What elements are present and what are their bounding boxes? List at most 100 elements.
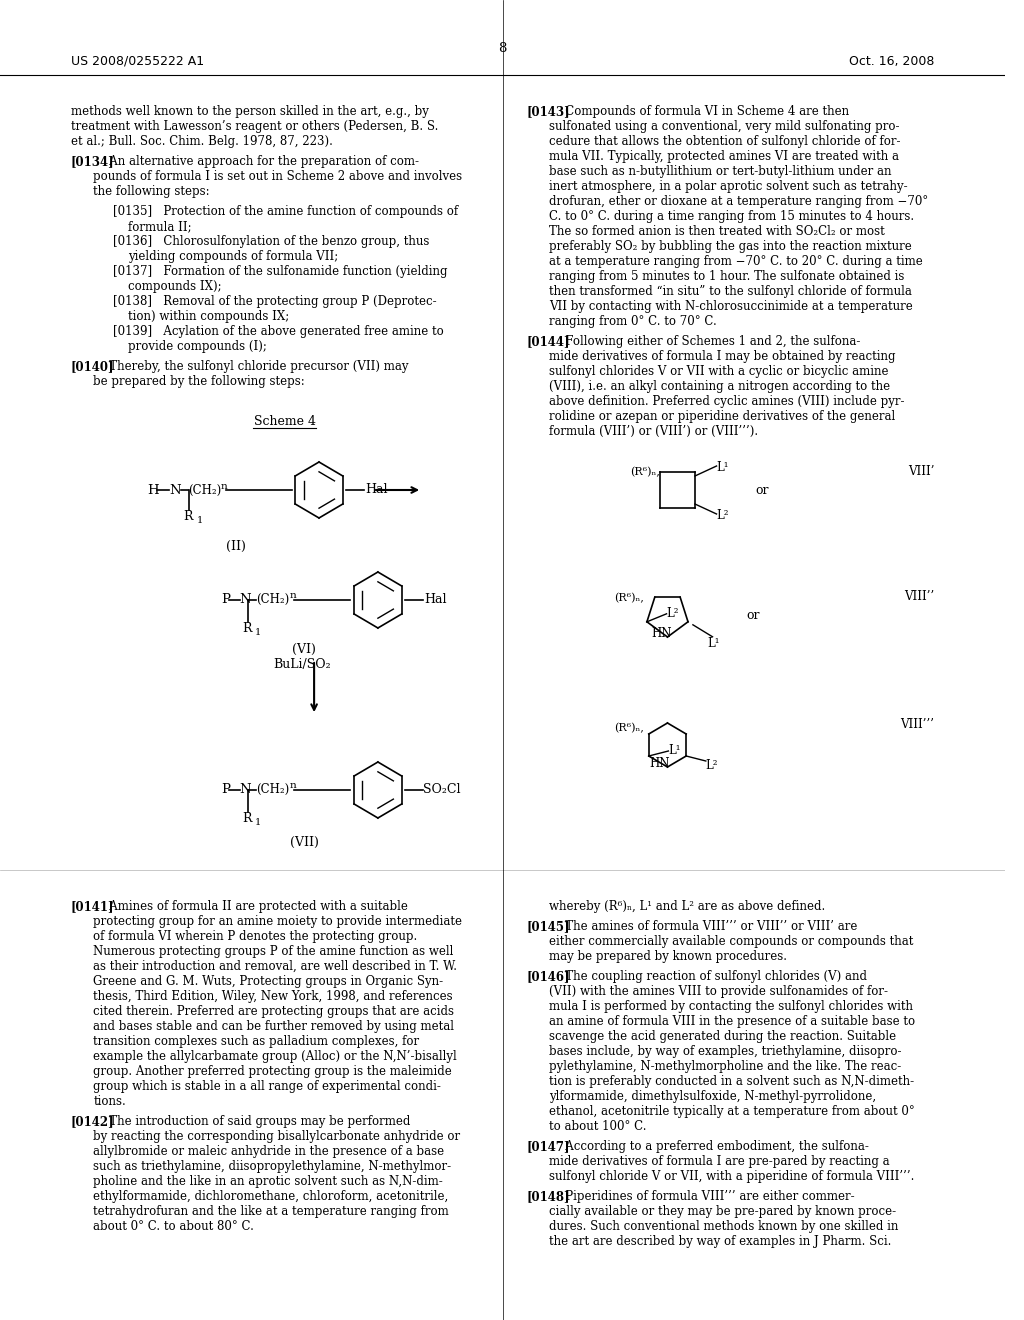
Text: [0142]: [0142] — [71, 1115, 115, 1129]
Text: pholine and the like in an aprotic solvent such as N,N-dim-: pholine and the like in an aprotic solve… — [93, 1175, 443, 1188]
Text: N: N — [169, 484, 180, 498]
Text: VIII’’: VIII’’ — [904, 590, 935, 603]
Text: such as triethylamine, diisopropylethylamine, N-methylmor-: such as triethylamine, diisopropylethyla… — [93, 1160, 452, 1173]
Text: Thereby, the sulfonyl chloride precursor (VII) may: Thereby, the sulfonyl chloride precursor… — [98, 360, 409, 374]
Text: sulfonated using a conventional, very mild sulfonating pro-: sulfonated using a conventional, very mi… — [549, 120, 899, 133]
Text: sulfonyl chlorides V or VII with a cyclic or bicyclic amine: sulfonyl chlorides V or VII with a cycli… — [549, 366, 888, 378]
Text: pounds of formula I is set out in Scheme 2 above and involves: pounds of formula I is set out in Scheme… — [93, 170, 463, 183]
Text: (VII): (VII) — [290, 836, 318, 849]
Text: Compounds of formula VI in Scheme 4 are then: Compounds of formula VI in Scheme 4 are … — [554, 106, 849, 117]
Text: scavenge the acid generated during the reaction. Suitable: scavenge the acid generated during the r… — [549, 1030, 896, 1043]
Text: tion) within compounds IX;: tion) within compounds IX; — [128, 310, 289, 323]
Text: formula II;: formula II; — [128, 220, 191, 234]
Text: The so formed anion is then treated with SO₂Cl₂ or most: The so formed anion is then treated with… — [549, 224, 885, 238]
Text: ranging from 5 minutes to 1 hour. The sulfonate obtained is: ranging from 5 minutes to 1 hour. The su… — [549, 271, 904, 282]
Text: above definition. Preferred cyclic amines (VIII) include pyr-: above definition. Preferred cyclic amine… — [549, 395, 904, 408]
Text: or: or — [756, 484, 769, 498]
Text: Numerous protecting groups P of the amine function as well: Numerous protecting groups P of the amin… — [93, 945, 454, 958]
Text: R: R — [243, 622, 252, 635]
Text: transition complexes such as palladium complexes, for: transition complexes such as palladium c… — [93, 1035, 420, 1048]
Text: about 0° C. to about 80° C.: about 0° C. to about 80° C. — [93, 1220, 254, 1233]
Text: [0140]: [0140] — [71, 360, 114, 374]
Text: n: n — [290, 591, 296, 601]
Text: N: N — [240, 593, 251, 606]
Text: (CH₂): (CH₂) — [256, 593, 290, 606]
Text: base such as n-butyllithium or tert-butyl-lithium under an: base such as n-butyllithium or tert-buty… — [549, 165, 891, 178]
Text: may be prepared by known procedures.: may be prepared by known procedures. — [549, 950, 786, 964]
Text: C. to 0° C. during a time ranging from 15 minutes to 4 hours.: C. to 0° C. during a time ranging from 1… — [549, 210, 913, 223]
Text: [0139]   Acylation of the above generated free amine to: [0139] Acylation of the above generated … — [113, 325, 443, 338]
Text: to about 100° C.: to about 100° C. — [549, 1119, 646, 1133]
Text: formula (VIII’) or (VIII’) or (VIII’’’).: formula (VIII’) or (VIII’) or (VIII’’’). — [549, 425, 758, 438]
Text: [0144]: [0144] — [526, 335, 569, 348]
Text: cited therein. Preferred are protecting groups that are acids: cited therein. Preferred are protecting … — [93, 1005, 455, 1018]
Text: rolidine or azepan or piperidine derivatives of the general: rolidine or azepan or piperidine derivat… — [549, 411, 895, 422]
Text: L²: L² — [667, 607, 679, 620]
Text: [0136]   Chlorosulfonylation of the benzo group, thus: [0136] Chlorosulfonylation of the benzo … — [113, 235, 429, 248]
Text: tion is preferably conducted in a solvent such as N,N-dimeth-: tion is preferably conducted in a solven… — [549, 1074, 913, 1088]
Text: 1: 1 — [255, 628, 261, 638]
Text: L¹: L¹ — [708, 636, 720, 649]
Text: Following either of Schemes 1 and 2, the sulfona-: Following either of Schemes 1 and 2, the… — [554, 335, 860, 348]
Text: then transformed “in situ” to the sulfonyl chloride of formula: then transformed “in situ” to the sulfon… — [549, 285, 911, 298]
Text: Hal: Hal — [424, 593, 446, 606]
Text: cially available or they may be pre-pared by known proce-: cially available or they may be pre-pare… — [549, 1205, 896, 1218]
Text: P: P — [221, 783, 229, 796]
Text: by reacting the corresponding bisallylcarbonate anhydride or: by reacting the corresponding bisallylca… — [93, 1130, 461, 1143]
Text: the following steps:: the following steps: — [93, 185, 210, 198]
Text: (VII) with the amines VIII to provide sulfonamides of for-: (VII) with the amines VIII to provide su… — [549, 985, 888, 998]
Text: or: or — [746, 609, 760, 622]
Text: group which is stable in a all range of experimental condi-: group which is stable in a all range of … — [93, 1080, 441, 1093]
Text: whereby (R⁶)ₙ, L¹ and L² are as above defined.: whereby (R⁶)ₙ, L¹ and L² are as above de… — [549, 900, 825, 913]
Text: at a temperature ranging from −70° C. to 20° C. during a time: at a temperature ranging from −70° C. to… — [549, 255, 923, 268]
Text: US 2008/0255222 A1: US 2008/0255222 A1 — [71, 55, 204, 69]
Text: pylethylamine, N-methylmorpholine and the like. The reac-: pylethylamine, N-methylmorpholine and th… — [549, 1060, 901, 1073]
Text: BuLi/SO₂: BuLi/SO₂ — [272, 657, 331, 671]
Text: treatment with Lawesson’s reagent or others (Pedersen, B. S.: treatment with Lawesson’s reagent or oth… — [71, 120, 438, 133]
Text: (R⁶)ₙ,: (R⁶)ₙ, — [614, 723, 644, 734]
Text: [0141]: [0141] — [71, 900, 114, 913]
Text: [0147]: [0147] — [526, 1140, 569, 1152]
Text: provide compounds (I);: provide compounds (I); — [128, 341, 266, 352]
Text: compounds IX);: compounds IX); — [128, 280, 221, 293]
Text: the art are described by way of examples in J Pharm. Sci.: the art are described by way of examples… — [549, 1236, 891, 1247]
Text: [0148]: [0148] — [526, 1191, 569, 1203]
Text: as their introduction and removal, are well described in T. W.: as their introduction and removal, are w… — [93, 960, 458, 973]
Text: 8: 8 — [499, 42, 507, 55]
Text: preferably SO₂ by bubbling the gas into the reaction mixture: preferably SO₂ by bubbling the gas into … — [549, 240, 911, 253]
Text: tions.: tions. — [93, 1096, 126, 1107]
Text: [0137]   Formation of the sulfonamide function (yielding: [0137] Formation of the sulfonamide func… — [113, 265, 447, 279]
Text: be prepared by the following steps:: be prepared by the following steps: — [93, 375, 305, 388]
Text: H: H — [147, 484, 159, 498]
Text: Piperidines of formula VIII’’’ are either commer-: Piperidines of formula VIII’’’ are eithe… — [554, 1191, 854, 1203]
Text: SO₂Cl: SO₂Cl — [423, 783, 461, 796]
Text: L¹: L¹ — [669, 744, 681, 756]
Text: group. Another preferred protecting group is the maleimide: group. Another preferred protecting grou… — [93, 1065, 452, 1078]
Text: 1: 1 — [255, 818, 261, 828]
Text: R: R — [243, 812, 252, 825]
Text: [0135]   Protection of the amine function of compounds of: [0135] Protection of the amine function … — [113, 205, 458, 218]
Text: Greene and G. M. Wuts, Protecting groups in Organic Syn-: Greene and G. M. Wuts, Protecting groups… — [93, 975, 443, 987]
Text: [0138]   Removal of the protecting group P (Deprotec-: [0138] Removal of the protecting group P… — [113, 294, 436, 308]
Text: mide derivatives of formula I may be obtained by reacting: mide derivatives of formula I may be obt… — [549, 350, 895, 363]
Text: R: R — [183, 510, 194, 523]
Text: The coupling reaction of sulfonyl chlorides (V) and: The coupling reaction of sulfonyl chlori… — [554, 970, 866, 983]
Text: HN: HN — [651, 627, 673, 640]
Text: [0134]: [0134] — [71, 154, 115, 168]
Text: VII by contacting with N-chlorosuccinimide at a temperature: VII by contacting with N-chlorosuccinimi… — [549, 300, 912, 313]
Text: thesis, Third Edition, Wiley, New York, 1998, and references: thesis, Third Edition, Wiley, New York, … — [93, 990, 453, 1003]
Text: The introduction of said groups may be performed: The introduction of said groups may be p… — [98, 1115, 411, 1129]
Text: mula I is performed by contacting the sulfonyl chlorides with: mula I is performed by contacting the su… — [549, 1001, 912, 1012]
Text: (R⁶)ₙ,: (R⁶)ₙ, — [630, 467, 660, 478]
Text: et al.; Bull. Soc. Chim. Belg. 1978, 87, 223).: et al.; Bull. Soc. Chim. Belg. 1978, 87,… — [71, 135, 333, 148]
Text: cedure that allows the obtention of sulfonyl chloride of for-: cedure that allows the obtention of sulf… — [549, 135, 900, 148]
Text: (R⁶)ₙ,: (R⁶)ₙ, — [614, 593, 644, 603]
Text: An alternative approach for the preparation of com-: An alternative approach for the preparat… — [98, 154, 420, 168]
Text: n: n — [221, 482, 227, 491]
Text: and bases stable and can be further removed by using metal: and bases stable and can be further remo… — [93, 1020, 455, 1034]
Text: example the allylcarbamate group (Alloc) or the N,N’-bisallyl: example the allylcarbamate group (Alloc)… — [93, 1049, 457, 1063]
Text: inert atmosphere, in a polar aprotic solvent such as tetrahy-: inert atmosphere, in a polar aprotic sol… — [549, 180, 907, 193]
Text: of formula VI wherein P denotes the protecting group.: of formula VI wherein P denotes the prot… — [93, 931, 418, 942]
Text: (CH₂): (CH₂) — [256, 783, 290, 796]
Text: Hal: Hal — [366, 483, 388, 496]
